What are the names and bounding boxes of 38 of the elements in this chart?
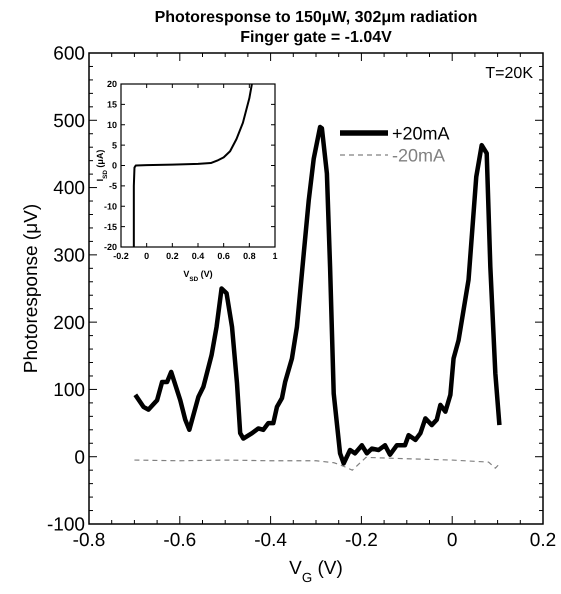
x-tick-label: 0 — [144, 251, 150, 261]
y-tick-label: 500 — [53, 110, 85, 132]
y-tick-label: 20 — [106, 79, 117, 90]
chart-title: Photoresponse to 150μW, 302μm radiation — [154, 9, 478, 26]
x-tick-label: -0.6 — [163, 530, 196, 551]
chart-subtitle: Finger gate = -1.04V — [240, 29, 392, 46]
y-tick-label: -20 — [104, 242, 117, 252]
y-tick-label: 400 — [53, 178, 85, 200]
x-tick-label: 0.4 — [192, 251, 204, 261]
y-tick-label: 15 — [106, 100, 117, 110]
x-tick-label: 0.2 — [530, 530, 556, 551]
y-tick-label: 0 — [112, 160, 117, 171]
y-tick-label: 100 — [53, 380, 85, 402]
x-tick-label: -0.2 — [345, 530, 378, 551]
y-tick-label: 300 — [53, 246, 85, 267]
y-tick-label: -10 — [104, 201, 117, 212]
annotation: T=20K — [485, 65, 534, 82]
legend-label: +20mA — [392, 123, 450, 144]
line-series — [134, 456, 500, 471]
x-tick-label: 0.6 — [217, 251, 230, 261]
y-tick-label: 200 — [53, 312, 85, 334]
x-tick-label: -0.4 — [254, 530, 288, 551]
x-tick-label: 0 — [446, 530, 458, 551]
x-tick-label: 0.2 — [166, 251, 179, 261]
y-axis-title: Photoresponse (μV) — [21, 204, 42, 374]
x-tick-label: 1 — [272, 251, 278, 261]
y-tick-label: -15 — [104, 222, 117, 232]
y-tick-label: 600 — [53, 44, 85, 65]
y-tick-label: 10 — [106, 120, 117, 130]
x-tick-label: 0.8 — [243, 251, 256, 261]
legend-label: -20mA — [392, 145, 446, 166]
line-series — [133, 124, 502, 466]
y-tick-label: 0 — [74, 447, 85, 468]
y-tick-label: -5 — [108, 181, 117, 192]
x-axis-title: V$_{SD}$ (V) — [183, 269, 213, 282]
x-tick-label: -0.2 — [113, 251, 129, 261]
y-tick-label: 5 — [112, 140, 117, 150]
x-axis-title: V$_{G}$ (V) — [289, 558, 343, 584]
